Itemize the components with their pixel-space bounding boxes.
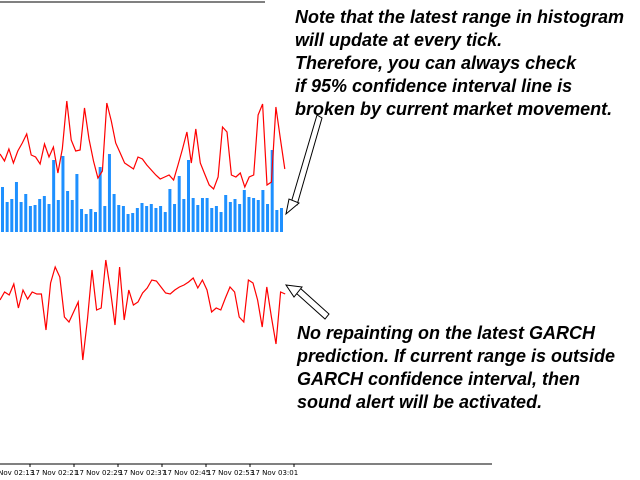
histogram-bar [210,208,214,232]
histogram-bar [168,189,172,232]
histogram-bar [103,206,107,232]
histogram-bar [1,187,4,232]
histogram-bar [219,212,223,232]
histogram-bar [47,204,51,232]
histogram-bar [205,198,209,232]
histogram-bar [266,204,270,232]
histogram-bar [247,197,251,232]
histogram-bar [117,205,121,232]
histogram-bar [131,213,135,232]
histogram-bar [191,198,195,232]
histogram-bar [89,209,93,232]
top-arrow [285,114,323,216]
histogram-bar [196,205,200,232]
histogram-bar [38,199,42,232]
bottom-arrow [284,284,330,320]
x-tick-label: 17 Nov 02:29 [75,469,122,477]
histogram-bar [159,206,163,232]
x-tick-label: 17 Nov 02:13 [0,469,34,477]
histogram-bar [233,199,237,232]
histogram-bar [200,198,204,232]
confidence-interval-line [0,100,286,191]
histogram-bar [94,212,97,232]
histogram-bar [112,194,116,232]
x-tick-label: 17 Nov 02:53 [207,469,254,477]
histogram-bar [80,209,84,232]
annotation-top: Note that the latest range in histogram … [295,7,625,119]
histogram-bar [228,202,232,232]
histogram-bar [126,214,130,232]
histogram-bar [84,214,88,232]
histogram-bar [19,202,23,232]
histogram-bar [28,206,32,232]
histogram-bars [1,150,283,232]
histogram-bar [121,206,125,232]
histogram-bar [163,212,167,232]
histogram-bar [252,198,256,232]
x-tick-label: 17 Nov 03:01 [251,469,298,477]
histogram-bar [33,205,37,232]
histogram-bar [14,182,18,232]
histogram-bar [149,204,153,232]
histogram-bar [140,203,144,232]
histogram-bar [238,204,242,232]
histogram-bar [242,190,246,232]
histogram-bar [75,174,79,232]
histogram-bar [214,206,218,232]
histogram-bar [56,200,60,232]
x-tick-label: 17 Nov 02:37 [119,469,166,477]
histogram-bar [275,210,279,232]
garch-prediction-line [0,259,286,361]
histogram-bar [42,196,46,232]
histogram-bar [261,190,265,232]
histogram-bar [145,206,149,232]
histogram-bar [10,199,14,232]
annotation-bottom: No repainting on the latest GARCH predic… [297,323,616,412]
x-tick-label: 17 Nov 02:21 [31,469,78,477]
histogram-bar [98,167,102,232]
histogram-bar [61,156,65,232]
histogram-bar [52,160,56,232]
histogram-bar [5,202,9,232]
histogram-bar [70,200,74,232]
histogram-bar [270,150,274,232]
histogram-bar [182,199,186,232]
histogram-bar [173,204,177,232]
histogram-bar [24,194,28,232]
histogram-bar [224,195,228,232]
histogram-bar [187,160,190,232]
x-tick-label: 17 Nov 02:45 [163,469,210,477]
histogram-bar [177,176,181,232]
histogram-bar [107,154,111,232]
histogram-bar [135,208,139,232]
histogram-bar [66,191,70,232]
histogram-bar [154,208,158,232]
histogram-bar [256,200,260,232]
histogram-bar [280,208,283,232]
